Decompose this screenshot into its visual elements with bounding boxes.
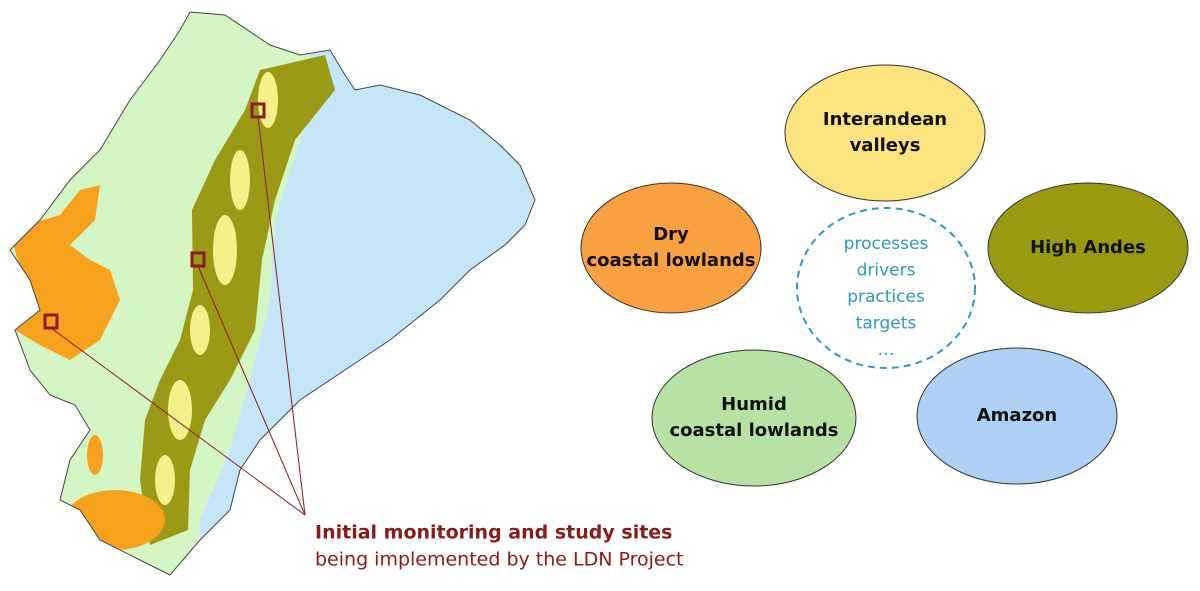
caption-subtitle: being implemented by the LDN Project bbox=[315, 549, 684, 571]
region-label: Humid bbox=[721, 394, 787, 415]
center-item: practices bbox=[847, 287, 925, 307]
valley-patches bbox=[155, 72, 278, 505]
center-item: processes bbox=[844, 234, 929, 254]
map-outline bbox=[9, 11, 536, 576]
region-label: valleys bbox=[850, 135, 921, 156]
center-item: drivers bbox=[857, 261, 916, 281]
map bbox=[9, 11, 536, 576]
region-label: coastal lowlands bbox=[587, 250, 756, 271]
region-label: Interandean bbox=[823, 109, 947, 130]
region-ellipse bbox=[580, 182, 762, 314]
region-ellipse bbox=[784, 64, 986, 202]
region-ellipse bbox=[916, 347, 1118, 485]
center-item: targets bbox=[856, 314, 917, 334]
region-label: High Andes bbox=[1030, 237, 1146, 258]
region-label: Amazon bbox=[977, 405, 1058, 426]
caption-title: Initial monitoring and study sites bbox=[315, 522, 672, 544]
center-circle bbox=[796, 207, 976, 369]
site-lines bbox=[50, 116, 306, 516]
region-label: coastal lowlands bbox=[670, 420, 839, 441]
center-item: … bbox=[878, 340, 895, 360]
region-ellipse bbox=[987, 182, 1189, 314]
region-ellipse bbox=[651, 349, 857, 487]
site-markers bbox=[43, 102, 266, 330]
region-label: Dry bbox=[653, 224, 689, 245]
